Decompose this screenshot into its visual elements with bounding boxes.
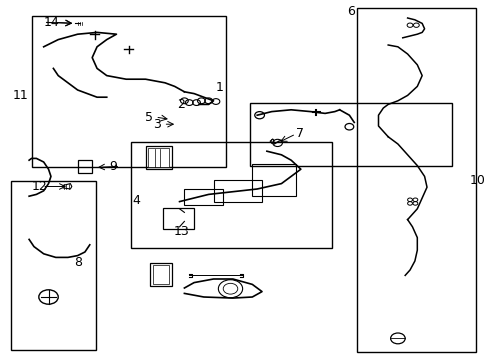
Text: 6: 6	[346, 5, 354, 18]
Text: 9: 9	[109, 160, 117, 173]
Text: 4: 4	[132, 194, 140, 207]
Text: 1: 1	[216, 81, 224, 94]
Bar	[162, 208, 194, 229]
Text: 7: 7	[295, 127, 304, 140]
Bar	[131, 142, 332, 248]
Bar	[145, 146, 172, 169]
Text: 2: 2	[177, 98, 184, 111]
Bar	[356, 8, 474, 352]
Text: 11: 11	[13, 89, 29, 102]
Bar	[148, 148, 168, 167]
Text: 8: 8	[74, 256, 82, 269]
Text: 10: 10	[469, 174, 485, 186]
Bar	[153, 265, 168, 284]
Bar	[78, 160, 92, 173]
Bar	[213, 180, 262, 202]
Bar	[11, 181, 95, 350]
Text: 5: 5	[144, 111, 152, 123]
Text: 13: 13	[173, 225, 189, 238]
Bar	[32, 16, 225, 167]
Bar	[150, 263, 172, 286]
Bar	[250, 103, 451, 166]
Bar	[184, 189, 223, 205]
Text: 14: 14	[43, 16, 60, 29]
Text: 3: 3	[153, 118, 161, 131]
Text: 12: 12	[32, 180, 47, 193]
Bar	[252, 164, 295, 196]
